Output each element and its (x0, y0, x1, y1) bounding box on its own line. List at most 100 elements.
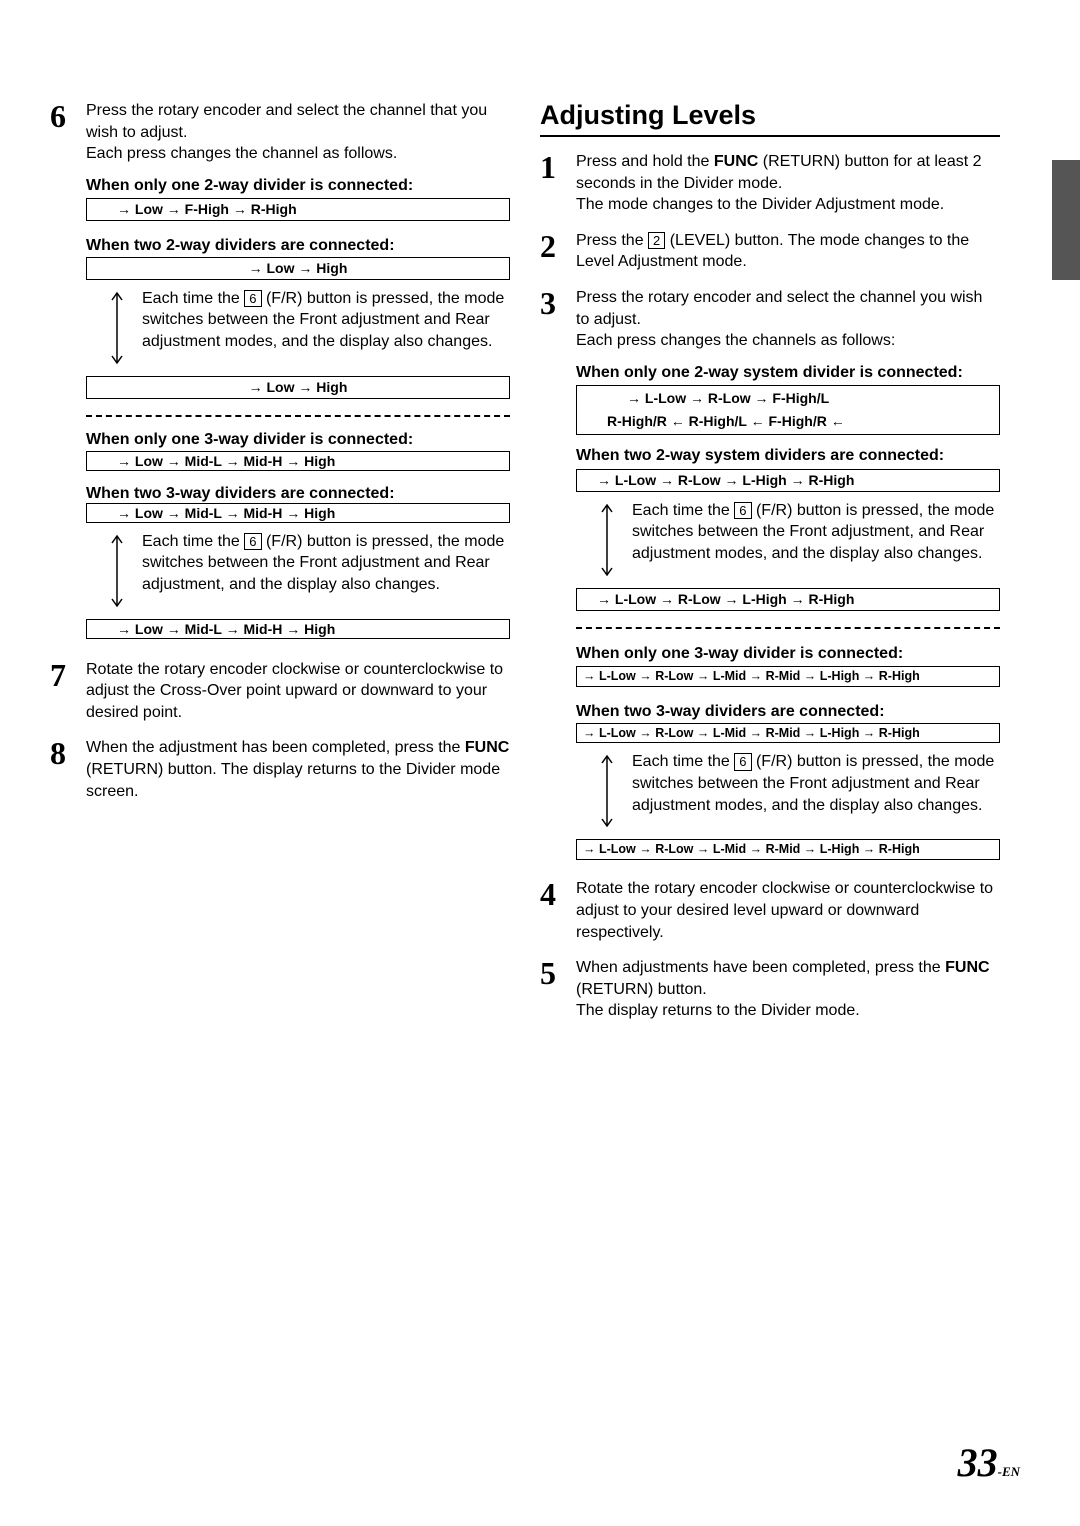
sequence: → Low → Mid-L → Mid-H → High (87, 619, 509, 639)
text: When the adjustment has been completed, … (86, 739, 465, 756)
sequence: → Low → F-High → R-High (87, 198, 509, 221)
step-intro2: Each press changes the channels as follo… (576, 330, 1000, 352)
updown-arrow-icon (110, 288, 130, 368)
func-label: FUNC (945, 959, 989, 976)
step-7: 7 Rotate the rotary encoder clockwise or… (50, 659, 510, 724)
sequence: → Low → High (87, 257, 509, 280)
right-column: Adjusting Levels 1 Press and hold the FU… (540, 100, 1000, 1036)
step-number: 4 (540, 878, 576, 943)
note-block: Each time the 6 (F/R) button is pressed,… (600, 751, 1000, 831)
step-number: 8 (50, 737, 86, 802)
updown-arrow-icon (600, 500, 620, 580)
text: Press and hold the (576, 153, 714, 170)
step-body: Rotate the rotary encoder clockwise or c… (86, 659, 510, 724)
step-intro: Press the rotary encoder and select the … (86, 100, 510, 143)
sequence-box: → Low → Mid-L → Mid-H → High (86, 619, 510, 639)
step-number: 3 (540, 287, 576, 860)
subhead-one-3way: When only one 3-way divider is connected… (86, 431, 510, 449)
sequence-box: → L-Low → R-Low → L-High → R-High (576, 469, 1000, 492)
sequence: → L-Low → R-Low → L-Mid → R-Mid → L-High… (577, 723, 999, 744)
sequence: → Low → Mid-L → Mid-H → High (87, 503, 509, 523)
sequence-bottom: R-High/R ← R-High/L ← F-High/R ← (577, 410, 999, 433)
note-text: Each time the 6 (F/R) button is pressed,… (632, 751, 1000, 831)
sequence-box: → Low → F-High → R-High (86, 198, 510, 221)
func-label: FUNC (465, 739, 509, 756)
sequence: → Low → High (87, 376, 509, 399)
dashed-divider (86, 415, 510, 417)
step-body: When the adjustment has been completed, … (86, 737, 510, 802)
step-6: 6 Press the rotary encoder and select th… (50, 100, 510, 399)
step-2: 2 Press the 2 (LEVEL) button. The mode c… (540, 230, 1000, 273)
step-body: When adjustments have been completed, pr… (576, 957, 1000, 1022)
text: (RETURN) button. The display returns to … (86, 761, 500, 800)
text: (RETURN) button. (576, 981, 707, 998)
sequence-box-two-line: → L-Low → R-Low → F-High/L R-High/R ← R-… (576, 385, 1000, 435)
subhead-two-2way: When two 2-way dividers are connected: (86, 235, 510, 257)
dashed-divider (576, 627, 1000, 629)
subhead-two-2way: When two 2-way system dividers are conne… (576, 445, 1000, 467)
page-content: 6 Press the rotary encoder and select th… (0, 0, 1080, 1036)
step-body: Press and hold the FUNC (RETURN) button … (576, 151, 1000, 216)
updown-arrow-icon (110, 531, 130, 611)
keycap-6: 6 (244, 290, 261, 308)
subhead-one-3way: When only one 3-way divider is connected… (576, 643, 1000, 665)
step-5: 5 When adjustments have been completed, … (540, 957, 1000, 1022)
step-intro: Press the rotary encoder and select the … (576, 287, 1000, 330)
left-column: 6 Press the rotary encoder and select th… (50, 100, 510, 1036)
text: The mode changes to the Divider Adjustme… (576, 196, 944, 213)
keycap-6: 6 (734, 502, 751, 520)
step-8: 8 When the adjustment has been completed… (50, 737, 510, 802)
note-text: Each time the 6 (F/R) button is pressed,… (632, 500, 1000, 580)
sequence-box: → L-Low → R-Low → L-Mid → R-Mid → L-High… (576, 839, 1000, 860)
sequence-box: → L-Low → R-Low → L-Mid → R-Mid → L-High… (576, 723, 1000, 744)
note-block: Each time the 6 (F/R) button is pressed,… (110, 531, 510, 611)
step-number: 5 (540, 957, 576, 1022)
step-1: 1 Press and hold the FUNC (RETURN) butto… (540, 151, 1000, 216)
step-body: Press the rotary encoder and select the … (576, 287, 1000, 860)
keycap-6: 6 (244, 533, 261, 551)
subhead-one-2way: When only one 2-way divider is connected… (86, 175, 510, 197)
step-6-continued: When only one 3-way divider is connected… (86, 431, 510, 639)
step-number: 1 (540, 151, 576, 216)
note-text: Each time the 6 (F/R) button is pressed,… (142, 288, 510, 368)
func-label: FUNC (714, 153, 758, 170)
note-text: Each time the 6 (F/R) button is pressed,… (142, 531, 510, 611)
page-number-value: 33 (958, 1440, 998, 1485)
note-block: Each time the 6 (F/R) button is pressed,… (110, 288, 510, 368)
section-title: Adjusting Levels (540, 100, 1000, 137)
keycap-6: 6 (734, 753, 751, 771)
sequence-top: → L-Low → R-Low → F-High/L (577, 387, 999, 410)
sequence: → L-Low → R-Low → L-High → R-High (577, 469, 999, 492)
text: The display returns to the Divider mode. (576, 1002, 860, 1019)
page-number: 33-EN (958, 1439, 1020, 1486)
updown-arrow-icon (600, 751, 620, 831)
sequence: → Low → Mid-L → Mid-H → High (87, 451, 509, 471)
text: Press the (576, 232, 648, 249)
page-number-suffix: -EN (998, 1464, 1020, 1479)
sequence-box: → Low → High (86, 257, 510, 280)
note-block: Each time the 6 (F/R) button is pressed,… (600, 500, 1000, 580)
step-3: 3 Press the rotary encoder and select th… (540, 287, 1000, 860)
side-tab (1052, 160, 1080, 280)
step-number: 6 (50, 100, 86, 399)
step-body: Rotate the rotary encoder clockwise or c… (576, 878, 1000, 943)
step-number: 2 (540, 230, 576, 273)
step-4: 4 Rotate the rotary encoder clockwise or… (540, 878, 1000, 943)
step-body: Press the rotary encoder and select the … (86, 100, 510, 399)
step-body: Press the 2 (LEVEL) button. The mode cha… (576, 230, 1000, 273)
sequence-box: → Low → Mid-L → Mid-H → High (86, 451, 510, 471)
keycap-2: 2 (648, 232, 665, 250)
sequence: → L-Low → R-Low → L-Mid → R-Mid → L-High… (577, 839, 999, 860)
sequence-box: → Low → Mid-L → Mid-H → High (86, 503, 510, 523)
subhead-two-3way: When two 3-way dividers are connected: (576, 701, 1000, 723)
sequence-box: → L-Low → R-Low → L-High → R-High (576, 588, 1000, 611)
subhead-one-2way: When only one 2-way system divider is co… (576, 362, 1000, 384)
text: When adjustments have been completed, pr… (576, 959, 945, 976)
sequence-box: → L-Low → R-Low → L-Mid → R-Mid → L-High… (576, 666, 1000, 687)
step-intro2: Each press changes the channel as follow… (86, 143, 510, 165)
sequence: → L-Low → R-Low → L-High → R-High (577, 588, 999, 611)
step-number: 7 (50, 659, 86, 724)
subhead-two-3way: When two 3-way dividers are connected: (86, 485, 510, 503)
sequence-box: → Low → High (86, 376, 510, 399)
sequence: → L-Low → R-Low → L-Mid → R-Mid → L-High… (577, 666, 999, 687)
